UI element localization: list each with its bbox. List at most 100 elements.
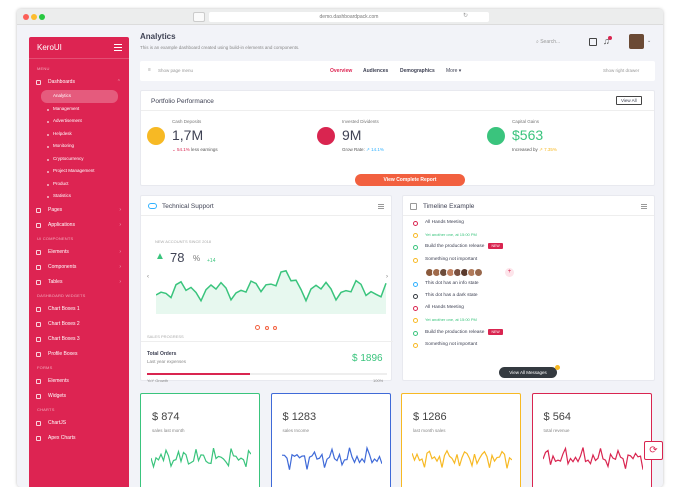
support-value: 78 (170, 250, 185, 265)
tab-audiences[interactable]: Audiences (363, 68, 389, 74)
menu-item-icon (36, 378, 41, 384)
timeline-text: Yet another one, at 15:00 PM (425, 232, 477, 238)
timeline-dot (413, 257, 418, 263)
bell-icon[interactable]: ♫ (603, 36, 610, 46)
sidebar-subitem-analytics[interactable]: Analytics (41, 90, 118, 103)
sidebar-subitem-advertisement[interactable]: Advertisement (29, 115, 129, 128)
menu-item-icon (36, 420, 41, 426)
stat-label: last month sales (413, 428, 446, 433)
cloud-icon (148, 203, 157, 209)
support-sparkline (156, 269, 387, 314)
sparkline-line (156, 269, 387, 303)
sidebar-item-components[interactable]: Components › (29, 260, 129, 275)
sidebar-item-profile-boxes[interactable]: Profile Boxes (29, 347, 129, 362)
tab-overview[interactable]: Overview (330, 68, 353, 74)
apps-icon (36, 222, 41, 228)
sidebar-subitem-statistics[interactable]: Statistics (29, 190, 129, 203)
menu-icon[interactable] (378, 204, 384, 205)
sidebar-item-dashboards[interactable]: Dashboards ⌃ (29, 75, 129, 90)
timeline-item-text: Build the production release (425, 244, 485, 250)
chevron-right-icon[interactable]: › (386, 274, 388, 280)
sidebar-item-chart-boxes-3[interactable]: Chart Boxes 3 (29, 332, 129, 347)
show-right-drawer[interactable]: Show right drawer (603, 68, 640, 73)
timeline-dot (413, 342, 418, 348)
timeline-item-text: Something not important (425, 341, 478, 347)
sidebar-item-label: Profile Boxes (48, 350, 78, 357)
menu-icon[interactable] (641, 204, 647, 205)
tab-more[interactable]: More ▾ (446, 68, 462, 74)
chevron-icon: › (119, 221, 121, 228)
diamond-icon (36, 249, 41, 255)
search-box[interactable]: ⌕ Search... (536, 39, 560, 45)
page-subtitle: This is an example dashboard created usi… (140, 45, 300, 50)
menu-item-icon (36, 435, 41, 441)
gains-note: Increased by (512, 147, 538, 152)
add-avatar-icon[interactable]: + (505, 267, 514, 277)
view-all-button[interactable]: View All (616, 96, 642, 105)
sidebar-item-pages[interactable]: Pages › (29, 203, 129, 218)
avatar[interactable] (474, 267, 483, 277)
maximize-dot[interactable] (39, 14, 45, 20)
image-icon (410, 203, 417, 210)
stat-sparkline (412, 449, 512, 469)
timeline-dot (413, 318, 418, 324)
grid-icon[interactable] (589, 38, 597, 46)
reload-icon[interactable]: ↻ (463, 13, 469, 19)
view-report-label: View Complete Report (383, 177, 437, 183)
stat-card: $ 874 sales last month (140, 393, 260, 487)
search-placeholder: Search... (540, 39, 561, 45)
refresh-icon[interactable]: ⟳ (644, 441, 663, 460)
stat-card: $ 564 total revenue (531, 393, 652, 487)
students-label: Invested Dividents (342, 119, 379, 124)
sidebar-subitem-cryptocurrency[interactable]: Cryptocurrency (29, 153, 129, 166)
tab-demographics[interactable]: Demographics (400, 68, 435, 74)
show-page-menu[interactable]: Show page menu (158, 68, 194, 73)
sidebar-item-apex-charts[interactable]: Apex Charts (29, 431, 129, 446)
car-icon (36, 264, 41, 270)
timeline-text: Yet another one, at 15:00 PM (425, 317, 477, 323)
close-dot[interactable] (23, 14, 29, 20)
chevron-icon: › (119, 206, 121, 213)
carousel-dot-active[interactable] (255, 325, 260, 330)
page-toolbar: ≡ Show page menu Overview Audiences Demo… (140, 61, 655, 81)
cash-change-row: ⌄ 54.1% less earnings (172, 147, 218, 152)
sidebar-subitem-management[interactable]: Management (29, 103, 129, 116)
minimize-dot[interactable] (31, 14, 37, 20)
gains-label: Capital Gains (512, 119, 540, 124)
sidebar-item-chart-boxes-1[interactable]: Chart Boxes 1 (29, 302, 129, 317)
card-header (141, 196, 391, 216)
view-report-button[interactable]: View Complete Report (355, 174, 465, 186)
sidebar-item-applications[interactable]: Applications › (29, 218, 129, 233)
stat-value-row: $ 874 (152, 411, 180, 423)
sidebar-item-elements[interactable]: Elements (29, 374, 129, 389)
sidebar-item-elements[interactable]: Elements › (29, 245, 129, 260)
sidebar-item-widgets[interactable]: Widgets (29, 389, 129, 404)
view-all-messages-button[interactable]: View All Messages (499, 367, 557, 378)
menu-item-icon (36, 306, 41, 312)
new-badge: NEW (488, 243, 503, 250)
tab-overview-icon[interactable] (193, 12, 205, 22)
carousel-dot[interactable] (265, 326, 269, 330)
sidebar-item-chartjs[interactable]: ChartJS (29, 416, 129, 431)
chevron-left-icon[interactable]: ‹ (147, 274, 149, 280)
sidebar-item-label: Dashboards (48, 79, 75, 85)
portfolio-title: Portfolio Performance (151, 98, 214, 105)
sidebar-item-chart-boxes-2[interactable]: Chart Boxes 2 (29, 317, 129, 332)
carousel-dot[interactable] (273, 326, 277, 330)
students-value: 9M (342, 127, 362, 143)
sidebar-subitem-product[interactable]: Product (29, 178, 129, 191)
sidebar-item-label: Chart Boxes 1 (48, 305, 80, 312)
chevron-down-icon[interactable]: ⌄ (647, 38, 652, 44)
sparkline-fill (156, 270, 386, 314)
sidebar-subitem-helpdesk[interactable]: Helpdesk (29, 128, 129, 141)
stat-card: $ 1283 sales Income (270, 393, 391, 487)
avatar[interactable] (629, 34, 644, 49)
hamburger-icon[interactable] (114, 44, 122, 45)
brand-logo: KeroUI (29, 37, 129, 59)
sidebar-item-tables[interactable]: Tables › (29, 275, 129, 290)
cash-value: 1,7M (172, 127, 204, 143)
sidebar-subitem-project-management[interactable]: Project Management (29, 165, 129, 178)
menu-icon[interactable]: ≡ (148, 67, 151, 73)
address-bar[interactable]: demo.dashboardpack.com (209, 12, 489, 22)
sidebar-subitem-monitoring[interactable]: Monitoring (29, 140, 129, 153)
